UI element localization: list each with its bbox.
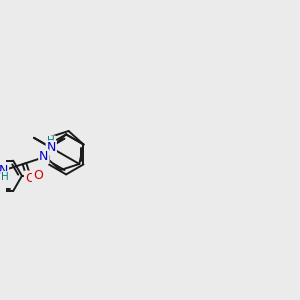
Text: O: O [33,169,43,182]
Text: O: O [25,172,35,184]
Text: N: N [39,150,49,163]
Text: N: N [0,164,8,177]
Text: H: H [1,172,9,182]
Text: N: N [46,141,56,154]
Text: H: H [47,136,55,146]
